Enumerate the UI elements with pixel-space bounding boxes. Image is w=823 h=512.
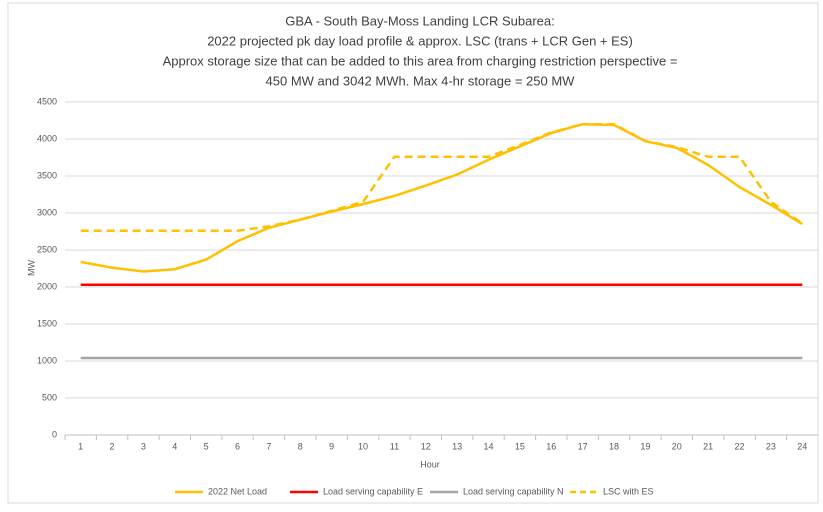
y-axis-label: MW: [26, 260, 36, 276]
x-tick-label: 24: [797, 441, 807, 451]
chart-title: Approx storage size that can be added to…: [163, 53, 678, 68]
chart-title: 2022 projected pk day load profile & app…: [207, 33, 633, 48]
x-tick-label: 11: [390, 441, 399, 451]
y-tick-label: 3500: [37, 170, 57, 180]
legend-label: 2022 Net Load: [208, 486, 267, 496]
x-tick-label: 23: [766, 441, 776, 451]
series-line: [80, 122, 804, 233]
y-tick-label: 2000: [37, 281, 57, 291]
chart-title: GBA - South Bay-Moss Landing LCR Subarea…: [285, 13, 555, 28]
x-tick-label: 1: [78, 441, 83, 451]
legend-label: Load serving capability N: [463, 486, 564, 496]
x-tick-label: 9: [329, 441, 334, 451]
x-tick-label: 3: [141, 441, 146, 451]
x-tick-label: 19: [640, 441, 650, 451]
y-tick-label: 0: [52, 429, 57, 439]
x-tick-label: 4: [172, 441, 177, 451]
chart-title: 450 MW and 3042 MWh. Max 4-hr storage = …: [266, 73, 576, 88]
x-tick-label: 16: [546, 441, 556, 451]
x-tick-label: 2: [110, 441, 115, 451]
x-tick-label: 7: [266, 441, 271, 451]
x-tick-label: 14: [484, 441, 494, 451]
y-tick-label: 500: [42, 392, 57, 402]
x-tick-label: 21: [703, 441, 713, 451]
x-tick-label: 18: [609, 441, 619, 451]
x-tick-label: 15: [515, 441, 525, 451]
x-tick-label: 20: [672, 441, 682, 451]
x-tick-label: 13: [452, 441, 462, 451]
y-tick-label: 4500: [37, 96, 57, 106]
x-tick-label: 8: [298, 441, 303, 451]
y-tick-label: 1000: [37, 355, 57, 365]
x-tick-label: 10: [358, 441, 368, 451]
x-tick-label: 6: [235, 441, 240, 451]
y-tick-label: 3000: [37, 207, 57, 217]
y-tick-label: 1500: [37, 318, 57, 328]
legend-label: LSC with ES: [603, 486, 654, 496]
chart-frame: [7, 2, 819, 504]
legend-label: Load serving capability E: [323, 486, 423, 496]
x-axis-label: Hour: [420, 459, 440, 469]
y-tick-label: 4000: [37, 133, 57, 143]
x-tick-label: 22: [735, 441, 745, 451]
series-line: [80, 122, 803, 273]
x-tick-label: 5: [204, 441, 209, 451]
x-tick-label: 12: [421, 441, 431, 451]
x-tick-label: 17: [578, 441, 588, 451]
y-tick-label: 2500: [37, 244, 57, 254]
